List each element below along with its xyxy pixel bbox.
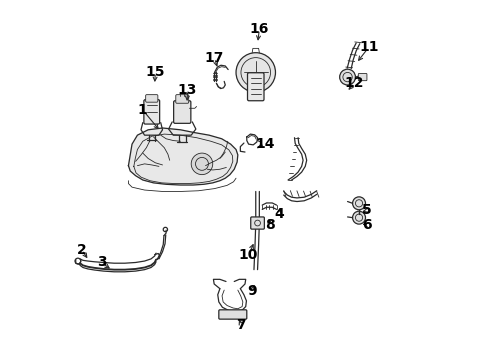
FancyBboxPatch shape — [219, 310, 247, 319]
Text: 12: 12 — [344, 76, 364, 90]
FancyBboxPatch shape — [146, 95, 158, 102]
Text: 8: 8 — [265, 218, 275, 232]
Text: 7: 7 — [237, 318, 246, 332]
Circle shape — [353, 197, 366, 210]
Text: 5: 5 — [362, 203, 372, 217]
FancyBboxPatch shape — [144, 100, 160, 124]
Circle shape — [191, 153, 213, 175]
Text: 13: 13 — [178, 84, 197, 97]
Text: 3: 3 — [97, 256, 106, 270]
Circle shape — [340, 69, 355, 85]
Text: 6: 6 — [362, 218, 372, 232]
Text: 17: 17 — [205, 51, 224, 65]
FancyBboxPatch shape — [358, 73, 367, 81]
Text: 4: 4 — [274, 207, 284, 221]
FancyBboxPatch shape — [251, 217, 265, 229]
Text: 11: 11 — [359, 40, 378, 54]
FancyBboxPatch shape — [173, 101, 191, 123]
Text: 15: 15 — [146, 66, 165, 80]
Text: 14: 14 — [255, 137, 274, 151]
Text: 9: 9 — [247, 284, 257, 298]
Text: 10: 10 — [239, 248, 258, 262]
Circle shape — [353, 211, 366, 224]
Polygon shape — [128, 128, 238, 185]
Text: 1: 1 — [138, 103, 147, 117]
Text: 16: 16 — [250, 22, 269, 36]
FancyBboxPatch shape — [247, 73, 264, 101]
Text: 2: 2 — [77, 243, 87, 257]
FancyBboxPatch shape — [176, 95, 189, 103]
Circle shape — [236, 53, 275, 92]
